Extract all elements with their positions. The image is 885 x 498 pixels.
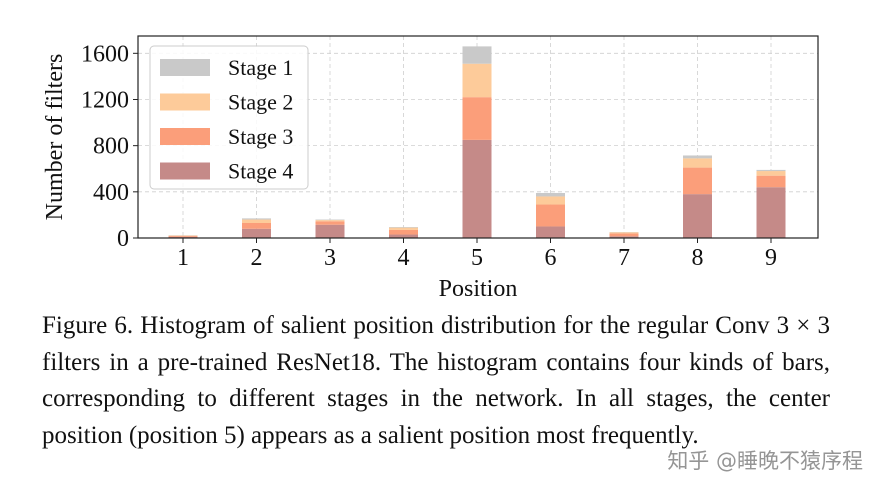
bar-stage-1-pos-3: [315, 219, 345, 221]
legend-label: Stage 1: [228, 55, 293, 80]
y-tick-label: 800: [93, 134, 129, 160]
x-tick-label: 5: [471, 245, 483, 271]
x-tick-label: 3: [324, 245, 336, 271]
bar-stage-2-pos-6: [536, 196, 565, 205]
bar-stage-1-pos-8: [683, 155, 712, 159]
bar-stage-2-pos-5: [462, 63, 492, 98]
y-tick-label: 1200: [81, 87, 129, 113]
bar-stage-2-pos-9: [756, 171, 786, 176]
bar-stage-4-pos-2: [242, 228, 271, 238]
bar-stage-3-pos-5: [462, 97, 492, 140]
bar-stage-2-pos-2: [242, 219, 271, 223]
legend-swatch: [160, 128, 210, 145]
bar-stage-1-pos-2: [242, 218, 271, 220]
bar-stage-2-pos-8: [683, 158, 712, 168]
legend-swatch: [160, 59, 210, 76]
bar-stage-2-pos-4: [389, 227, 418, 230]
plot-frame: [137, 35, 819, 239]
bar-stage-3-pos-2: [242, 222, 271, 229]
bar-stage-4-pos-9: [756, 187, 786, 238]
bar-stage-4-pos-7: [609, 236, 639, 238]
bar-stage-3-pos-3: [315, 221, 345, 225]
x-tick-label: 4: [398, 245, 410, 271]
x-axis-ticks: 1 2 3 4 5 6 7 8 9: [177, 238, 777, 271]
legend-swatch: [160, 162, 210, 180]
watermark: 知乎 @睡晚不猿序程: [667, 449, 863, 473]
figure-caption: Figure 6. Histogram of salient position …: [42, 312, 830, 449]
stacked-bar-chart: 0 400 800 1200 1600 1 2 3 4 5 6 7 8 9 Position Numbe…: [42, 35, 819, 302]
bar-stage-4-pos-5: [462, 139, 492, 238]
x-tick-label: 7: [618, 245, 630, 271]
bar-stage-3-pos-9: [756, 175, 786, 188]
y-axis-label: Number of filters: [42, 54, 68, 221]
x-tick-label: 8: [692, 245, 704, 271]
legend-swatch: [160, 93, 210, 111]
legend-label: Stage 4: [228, 159, 293, 184]
bar-stage-4-pos-4: [389, 234, 418, 238]
y-tick-label: 400: [93, 180, 129, 206]
bar-stage-4-pos-6: [536, 226, 565, 238]
chart-legend: Stage 1 Stage 2 Stage 3 Stage 4: [149, 45, 309, 190]
bar-stage-2-pos-7: [609, 232, 639, 234]
bar-stage-3-pos-7: [609, 233, 639, 237]
bar-stage-3-pos-1: [168, 235, 198, 237]
bar-stage-1-pos-6: [536, 192, 565, 197]
bar-stage-2-pos-3: [315, 220, 345, 222]
bar-stage-1-pos-9: [756, 169, 786, 172]
y-axis-ticks: 0 400 800 1200 1600: [81, 41, 138, 252]
x-tick-label: 1: [177, 245, 189, 271]
legend-label: Stage 3: [228, 124, 293, 149]
bar-stage-1-pos-4: [389, 227, 418, 228]
bar-stage-4-pos-3: [315, 224, 345, 238]
bar-stage-4-pos-8: [683, 194, 712, 238]
chart-bars: [168, 46, 786, 238]
x-tick-label: 2: [251, 245, 263, 271]
bar-stage-3-pos-6: [536, 204, 565, 227]
x-tick-label: 9: [765, 245, 777, 271]
x-axis-label: Position: [439, 276, 518, 302]
bar-stage-1-pos-5: [462, 46, 492, 64]
y-tick-label: 0: [117, 226, 129, 252]
bar-stage-3-pos-8: [683, 167, 712, 195]
y-tick-label: 1600: [81, 41, 129, 67]
bar-stage-3-pos-4: [389, 229, 418, 235]
legend-label: Stage 2: [228, 90, 293, 115]
legend-box: [149, 45, 309, 190]
x-tick-label: 6: [545, 245, 557, 271]
